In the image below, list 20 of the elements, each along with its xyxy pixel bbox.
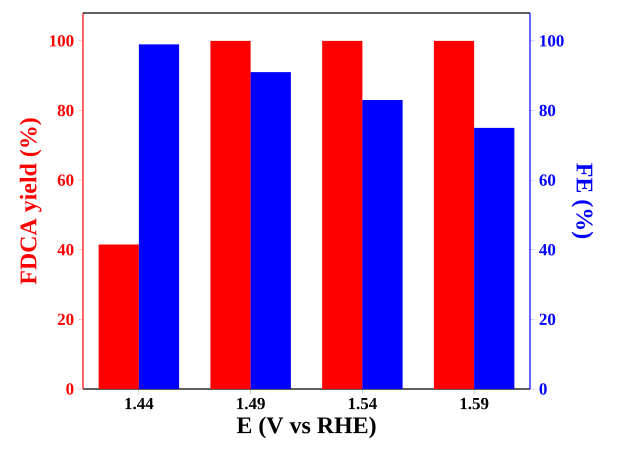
y2-tick-label: 0 (540, 383, 547, 395)
x-tick-label: 1.49 (237, 398, 265, 410)
y2-tick-label: 40 (539, 244, 556, 256)
y-tick-label: 20 (58, 314, 74, 326)
y2-tick-label: 60 (539, 174, 556, 186)
y-tick-label: 0 (66, 383, 74, 395)
x-axis-title: E (V vs RHE) (236, 416, 376, 438)
y2-tick-label: 80 (539, 104, 556, 116)
y2-tick-label: 100 (540, 35, 564, 47)
y2-axis-title: FE (%) (572, 163, 594, 238)
y-tick-label: 60 (58, 174, 74, 186)
y-tick-label: 80 (58, 104, 74, 116)
bar (138, 44, 180, 389)
x-tick-label: 1.59 (460, 398, 488, 410)
y2-tick-label: 20 (540, 314, 556, 326)
y-tick-label: 100 (50, 35, 74, 47)
y-axis-title: FDCA yield (%) (20, 118, 42, 284)
x-tick-label: 1.44 (125, 398, 154, 410)
x-tick-label: 1.54 (348, 398, 377, 410)
y-tick-label: 40 (57, 244, 74, 256)
